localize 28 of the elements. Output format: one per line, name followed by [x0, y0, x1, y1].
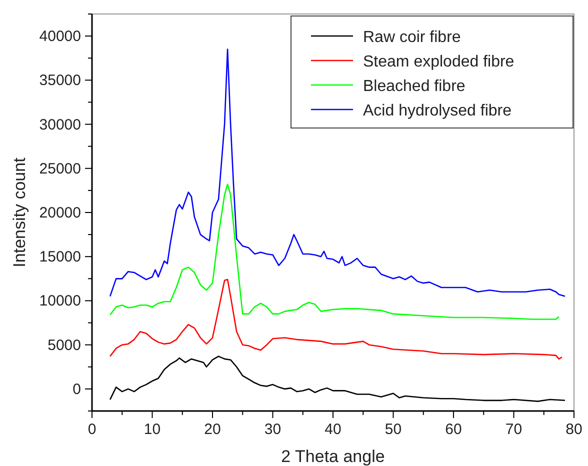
x-tick-label: 0: [88, 421, 96, 438]
y-tick-label: 0: [72, 380, 81, 398]
y-axis-title: Intensity count: [10, 157, 29, 268]
x-tick-label: 40: [324, 421, 342, 438]
line-series: [109, 48, 566, 297]
y-tick-label: 30000: [39, 116, 81, 134]
y-tick-label: 10000: [39, 292, 81, 310]
x-tick-label: 80: [566, 421, 582, 438]
y-tick-label: 35000: [39, 72, 81, 90]
y-tick-label: 20000: [39, 204, 81, 222]
x-tick-label: 10: [144, 421, 161, 438]
line-series: [109, 184, 560, 320]
y-tick-label: 5000: [48, 336, 81, 354]
x-tick-label: 30: [264, 421, 282, 438]
x-axis-title: 2 Theta angle: [281, 447, 385, 466]
legend-label: Bleached fibre: [363, 78, 466, 95]
x-tick-label: 20: [204, 421, 221, 438]
x-tick-label: 60: [445, 421, 462, 438]
y-tick-label: 25000: [39, 160, 81, 178]
line-series: [109, 356, 566, 402]
y-tick-label: 40000: [39, 28, 81, 46]
y-tick-label: 15000: [39, 248, 81, 266]
legend-label: Raw coir fibre: [363, 29, 461, 46]
x-tick-label: 70: [505, 421, 522, 438]
legend-label: Steam exploded fibre: [363, 54, 514, 70]
line-series: [109, 278, 563, 360]
legend-label: Acid hydrolysed fibre: [363, 102, 512, 120]
x-tick-label: 50: [384, 421, 402, 438]
